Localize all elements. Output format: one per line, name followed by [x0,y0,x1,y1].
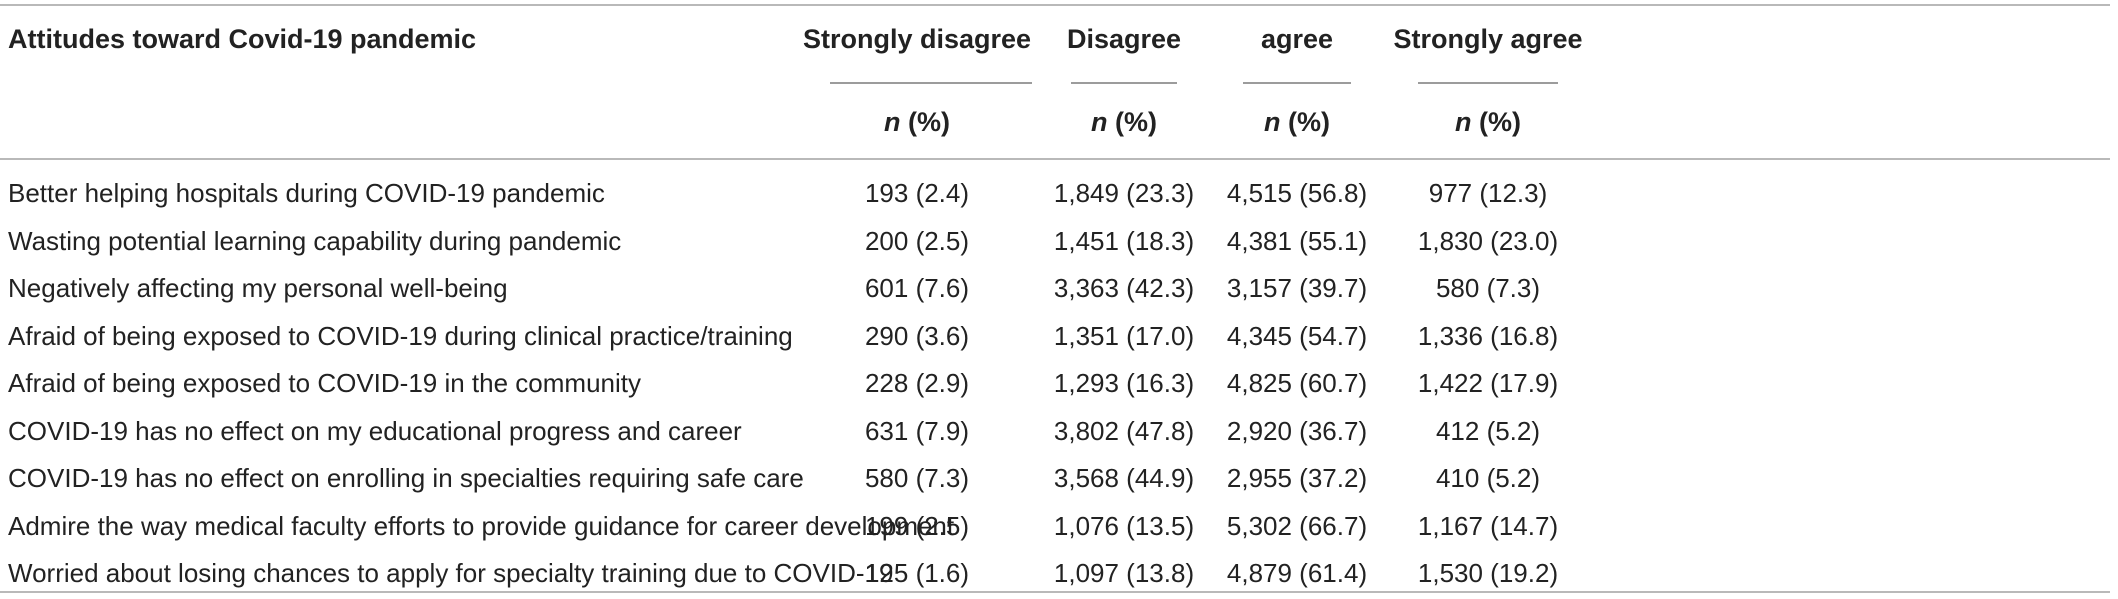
column-rule-disagree [1071,82,1177,84]
cell-strongly-agree: 1,530 (19.2) [1417,558,1559,588]
column-header-strongly-disagree: Strongly disagree [802,24,1032,54]
cell-strongly-disagree: 228 (2.9) [864,368,970,398]
unit-strongly-agree: n (%) [1455,105,1521,139]
cell-agree: 2,955 (37.2) [1226,463,1368,493]
cell-strongly-disagree: 631 (7.9) [864,415,970,446]
column-rule-strongly-agree [1418,82,1558,84]
column-header-agree: agree [1260,24,1334,54]
table-row: Worried about losing chances to apply fo… [0,551,2118,599]
cell-disagree: 1,076 (13.5) [1053,510,1195,541]
column-header-strongly-agree: Strongly agree [1393,24,1583,54]
row-label: Afraid of being exposed to COVID-19 duri… [8,320,793,351]
row-label: Wasting potential learning capability du… [8,225,622,256]
unit-n: n [1455,107,1472,137]
cell-disagree: 1,097 (13.8) [1053,558,1195,588]
cell-strongly-agree: 1,336 (16.8) [1417,320,1559,351]
unit-disagree: n (%) [1091,105,1157,139]
unit-n: n [1264,107,1281,137]
cell-disagree: 3,802 (47.8) [1053,415,1195,446]
cell-agree: 4,345 (54.7) [1226,320,1368,351]
unit-strongly-disagree: n (%) [884,105,950,139]
table-body: Better helping hospitals during COVID-19… [0,171,2118,599]
column-rule-agree [1243,82,1351,84]
row-label-header: Attitudes toward Covid-19 pandemic [8,24,477,54]
row-label: Better helping hospitals during COVID-19… [8,178,605,208]
row-label: COVID-19 has no effect on enrolling in s… [8,463,804,493]
cell-strongly-disagree: 199 (2.5) [864,510,970,541]
row-label: Worried about losing chances to apply fo… [8,558,894,588]
cell-strongly-disagree: 193 (2.4) [864,178,970,208]
cell-disagree: 3,363 (42.3) [1053,273,1195,303]
cell-strongly-agree: 977 (12.3) [1428,178,1548,208]
cell-strongly-disagree: 601 (7.6) [864,273,970,303]
unit-percent: (%) [900,107,950,137]
cell-strongly-disagree: 580 (7.3) [864,463,970,493]
row-label: COVID-19 has no effect on my educational… [8,415,742,446]
unit-percent: (%) [1471,107,1521,137]
table-row: Afraid of being exposed to COVID-19 in t… [0,361,2118,409]
cell-strongly-disagree: 290 (3.6) [864,320,970,351]
table-row: Admire the way medical faculty efforts t… [0,504,2118,552]
cell-disagree: 3,568 (44.9) [1053,463,1195,493]
cell-strongly-agree: 1,167 (14.7) [1417,510,1559,541]
unit-n: n [1091,107,1108,137]
unit-agree: n (%) [1264,105,1330,139]
table-row: Better helping hospitals during COVID-19… [0,171,2118,219]
cell-strongly-agree: 580 (7.3) [1435,273,1541,303]
unit-percent: (%) [1280,107,1330,137]
cell-strongly-agree: 1,422 (17.9) [1417,368,1559,398]
cell-strongly-agree: 1,830 (23.0) [1417,225,1559,256]
cell-agree: 5,302 (66.7) [1226,510,1368,541]
unit-percent: (%) [1107,107,1157,137]
table-bottom-rule [0,591,2110,593]
table-top-rule [0,4,2110,6]
cell-agree: 4,825 (60.7) [1226,368,1368,398]
cell-strongly-agree: 410 (5.2) [1435,463,1541,493]
cell-agree: 3,157 (39.7) [1226,273,1368,303]
cell-disagree: 1,293 (16.3) [1053,368,1195,398]
cell-agree: 2,920 (36.7) [1226,415,1368,446]
cell-disagree: 1,451 (18.3) [1053,225,1195,256]
cell-agree: 4,381 (55.1) [1226,225,1368,256]
table-row: Negatively affecting my personal well-be… [0,266,2118,314]
table-row: COVID-19 has no effect on enrolling in s… [0,456,2118,504]
cell-disagree: 1,351 (17.0) [1053,320,1195,351]
cell-strongly-disagree: 125 (1.6) [864,558,970,588]
row-label: Afraid of being exposed to COVID-19 in t… [8,368,641,398]
row-label: Admire the way medical faculty efforts t… [8,510,955,541]
cell-strongly-agree: 412 (5.2) [1435,415,1541,446]
unit-n: n [884,107,901,137]
table-row: Afraid of being exposed to COVID-19 duri… [0,314,2118,362]
cell-disagree: 1,849 (23.3) [1053,178,1195,208]
row-label: Negatively affecting my personal well-be… [8,273,508,303]
column-header-disagree: Disagree [1066,24,1182,54]
cell-strongly-disagree: 200 (2.5) [864,225,970,256]
header-bottom-rule [0,158,2110,160]
cell-agree: 4,879 (61.4) [1226,558,1368,588]
cell-agree: 4,515 (56.8) [1226,178,1368,208]
column-rule-strongly-disagree [830,82,1032,84]
table-row: Wasting potential learning capability du… [0,219,2118,267]
table-row: COVID-19 has no effect on my educational… [0,409,2118,457]
